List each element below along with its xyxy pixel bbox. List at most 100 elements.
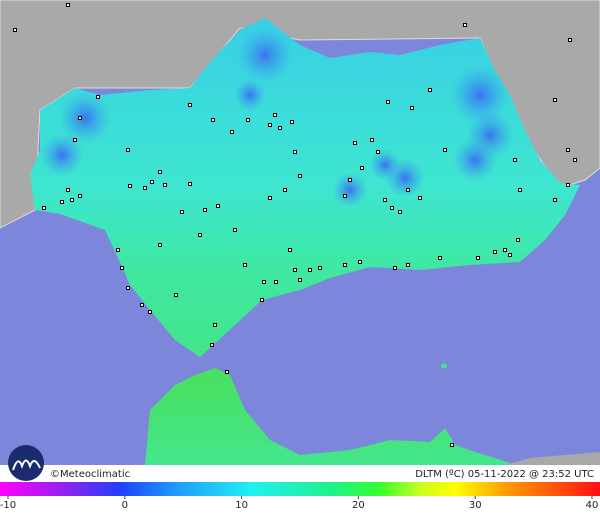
- station: [116, 248, 120, 252]
- station: [148, 310, 152, 314]
- station: [568, 38, 572, 42]
- station: [230, 130, 234, 134]
- station: [188, 103, 192, 107]
- station: [158, 170, 162, 174]
- station: [216, 204, 220, 208]
- station: [398, 210, 402, 214]
- station: [140, 303, 144, 307]
- station: [158, 243, 162, 247]
- station: [476, 256, 480, 260]
- station: [503, 248, 507, 252]
- station: [283, 188, 287, 192]
- station: [353, 141, 357, 145]
- station: [260, 298, 264, 302]
- station: [370, 138, 374, 142]
- land-outside: [0, 0, 600, 228]
- station: [60, 200, 64, 204]
- colorbar-tick-label: 30: [469, 500, 482, 511]
- station: [143, 186, 147, 190]
- station: [428, 88, 432, 92]
- station: [438, 256, 442, 260]
- island: [441, 363, 447, 369]
- station: [318, 266, 322, 270]
- station: [174, 293, 178, 297]
- station: [518, 188, 522, 192]
- station: [508, 253, 512, 257]
- station: [566, 183, 570, 187]
- station: [383, 198, 387, 202]
- station: [443, 148, 447, 152]
- colorbar-labels-bg: [0, 496, 600, 517]
- logo: [8, 445, 44, 481]
- station: [120, 266, 124, 270]
- station: [203, 208, 207, 212]
- station: [180, 210, 184, 214]
- station: [225, 370, 229, 374]
- credit: ©Meteoclimatic: [50, 469, 130, 480]
- station: [393, 266, 397, 270]
- station: [213, 323, 217, 327]
- colorbar-tick-label: 10: [235, 500, 248, 511]
- station: [188, 182, 192, 186]
- station: [78, 116, 82, 120]
- station: [128, 184, 132, 188]
- station: [513, 158, 517, 162]
- station: [360, 166, 364, 170]
- station: [376, 150, 380, 154]
- station: [348, 178, 352, 182]
- station: [516, 238, 520, 242]
- station: [386, 100, 390, 104]
- station: [268, 123, 272, 127]
- station: [298, 278, 302, 282]
- station: [150, 180, 154, 184]
- station: [493, 250, 497, 254]
- station: [210, 343, 214, 347]
- station: [278, 126, 282, 130]
- caption: DLTM (ºC) 05-11-2022 @ 23:52 UTC: [415, 469, 594, 480]
- station: [450, 443, 454, 447]
- colorbar: [0, 482, 600, 496]
- station: [42, 206, 46, 210]
- station: [573, 158, 577, 162]
- cold-spots: [40, 27, 514, 208]
- station: [13, 28, 17, 32]
- station: [262, 280, 266, 284]
- colorbar-tick-label: 20: [352, 500, 365, 511]
- station: [418, 196, 422, 200]
- station: [343, 194, 347, 198]
- stations: [13, 3, 577, 447]
- station: [274, 280, 278, 284]
- station: [293, 150, 297, 154]
- station: [96, 95, 100, 99]
- station: [268, 196, 272, 200]
- station: [358, 260, 362, 264]
- station: [390, 206, 394, 210]
- station: [66, 3, 70, 7]
- station: [293, 268, 297, 272]
- station: [73, 138, 77, 142]
- station: [308, 268, 312, 272]
- morocco: [145, 368, 515, 465]
- station: [290, 120, 294, 124]
- colorbar-tick-label: -10: [0, 500, 16, 511]
- colorbar-tick-label: 0: [122, 500, 128, 511]
- land-outside: [505, 452, 600, 465]
- station: [288, 248, 292, 252]
- station: [463, 23, 467, 27]
- station: [163, 183, 167, 187]
- station: [78, 194, 82, 198]
- station: [233, 228, 237, 232]
- station: [553, 98, 557, 102]
- colorbar-tick-label: 40: [586, 500, 599, 511]
- footer-bar: [0, 465, 600, 482]
- station: [70, 198, 74, 202]
- station: [343, 263, 347, 267]
- station: [126, 148, 130, 152]
- station: [211, 118, 215, 122]
- station: [406, 188, 410, 192]
- station: [126, 286, 130, 290]
- station: [298, 174, 302, 178]
- station: [406, 263, 410, 267]
- station: [243, 263, 247, 267]
